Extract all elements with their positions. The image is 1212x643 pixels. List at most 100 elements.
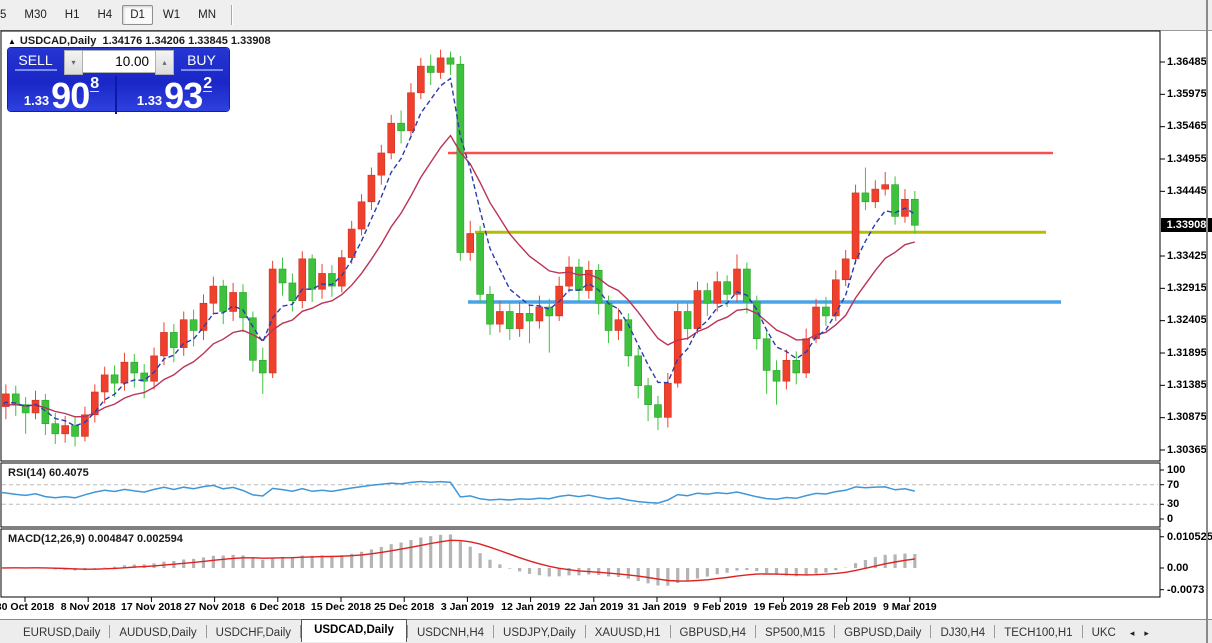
tab-ukc[interactable]: UKC <box>1091 627 1116 639</box>
tab-audusd-daily[interactable]: AUDUSD,Daily <box>119 627 197 639</box>
date-axis-label: 3 Jan 2019 <box>440 601 494 613</box>
sell-price-sup: 8 <box>90 75 100 92</box>
volume-decrease-button[interactable]: ▾ <box>64 50 83 75</box>
timeframe-button-m30[interactable]: M30 <box>24 9 47 21</box>
tab-separator <box>205 625 207 638</box>
tab-sp500-m15[interactable]: SP500,M15 <box>765 627 826 639</box>
price-axis-label: 1.32915 <box>1167 281 1207 294</box>
symbol-tab-bar: EURUSD,Daily AUDUSD,Daily USDCHF,Daily USDC… <box>0 619 1212 643</box>
date-axis-label: 9 Feb 2019 <box>693 601 748 613</box>
tab-usdchf-daily[interactable]: USDCHF,Daily <box>215 627 292 639</box>
one-click-trade-panel: SELL ▾ 10.00 ▴ BUY 1.33 90 8 1.33 93 2 <box>8 48 229 114</box>
tab-separator <box>109 625 111 638</box>
spin-down-icon: ▾ <box>71 58 76 67</box>
tab-separator <box>669 625 671 638</box>
spin-up-icon: ▴ <box>162 58 167 67</box>
price-axis-label: 1.30875 <box>1167 411 1207 424</box>
timeframe-button-mn[interactable]: MN <box>198 9 217 21</box>
price-axis-label: 1.35975 <box>1167 87 1207 100</box>
timeframe-button-h1[interactable]: H1 <box>64 9 80 21</box>
price-axis-label: 1.33425 <box>1167 249 1207 262</box>
tab-separator <box>930 625 932 638</box>
price-axis-label: 1.36485 <box>1167 55 1207 68</box>
volume-increase-button[interactable]: ▴ <box>155 50 174 75</box>
tab-separator <box>834 625 836 638</box>
sell-underline <box>14 69 57 71</box>
collapse-chart-icon[interactable]: ▲ <box>8 37 16 46</box>
tab-separator <box>493 625 495 638</box>
rsi-label-row: RSI(14) 60.4075 <box>8 467 89 479</box>
current-price-tag: 1.33908 <box>1161 218 1212 233</box>
date-axis-label: 28 Feb 2019 <box>816 601 877 613</box>
sell-price-big: 90 <box>51 75 90 116</box>
rsi-indicator-label: RSI(14) <box>8 467 46 479</box>
date-axis-label: 25 Dec 2018 <box>374 601 435 613</box>
price-axis-label: 1.34445 <box>1167 184 1207 197</box>
tab-xauusd-h1[interactable]: XAUUSD,H1 <box>594 627 661 639</box>
sell-button[interactable]: SELL <box>8 48 63 75</box>
date-axis-label: 31 Jan 2019 <box>627 601 687 613</box>
price-axis-label: 1.32405 <box>1167 314 1207 327</box>
date-axis-label: 19 Feb 2019 <box>753 601 814 613</box>
indicator-axis-label: 100 <box>1167 464 1186 476</box>
tab-eurusd-daily[interactable]: EURUSD,Daily <box>23 627 101 639</box>
tab-dj30-h4[interactable]: DJ30,H4 <box>940 627 986 639</box>
buy-price-sup: 2 <box>203 75 213 92</box>
price-axis-label: 1.30365 <box>1167 443 1207 456</box>
buy-underline <box>180 69 223 71</box>
toolbar-separator <box>231 5 234 25</box>
rsi-value: 60.4075 <box>48 467 89 479</box>
timeframe-button-5[interactable]: 5 <box>0 9 7 21</box>
price-axis-label: 1.31385 <box>1167 378 1207 391</box>
buy-button[interactable]: BUY <box>174 48 229 75</box>
tab-gbpusd-h4[interactable]: GBPUSD,H4 <box>679 627 746 639</box>
volume-spinner: ▾ 10.00 ▴ <box>64 50 174 75</box>
indicator-axis-label: 0.010525 <box>1167 530 1212 543</box>
macd-indicator-label: MACD(12,26,9) <box>8 533 86 545</box>
date-axis-label: 22 Jan 2019 <box>564 601 624 613</box>
tab-usdcnh-h4[interactable]: USDCNH,H4 <box>416 627 485 639</box>
buy-price-big: 93 <box>164 75 203 116</box>
macd-values: 0.004847 0.002594 <box>88 533 183 545</box>
price-axis-label: 1.31895 <box>1167 346 1207 359</box>
indicator-axis-label: 0 <box>1167 513 1174 525</box>
date-axis-label: 17 Nov 2018 <box>121 601 182 613</box>
timeframe-button-d1[interactable]: D1 <box>122 5 153 25</box>
date-axis-label: 9 Mar 2019 <box>882 601 937 613</box>
tab-scroll-right-icon[interactable]: ▸ <box>1144 628 1149 638</box>
date-axis-label: 27 Nov 2018 <box>184 601 245 613</box>
indicator-axis-label: 70 <box>1167 478 1180 491</box>
tab-separator <box>300 625 302 638</box>
sell-price-small: 1.33 <box>23 93 50 108</box>
date-axis-label: 15 Dec 2018 <box>310 601 372 613</box>
tab-separator <box>994 625 996 638</box>
date-axis-label: 12 Jan 2019 <box>501 601 561 613</box>
indicator-axis-label: -0.0073 <box>1167 583 1205 596</box>
volume-input[interactable]: 10.00 <box>83 50 155 73</box>
price-axis-label: 1.34955 <box>1167 152 1207 165</box>
window-right-edge <box>1206 0 1208 643</box>
tab-usdcad-daily[interactable]: USDCAD,Daily <box>301 619 407 642</box>
price-axis-label: 1.35465 <box>1167 120 1207 133</box>
indicator-axis-label: 0.00 <box>1167 562 1189 574</box>
buy-price-small: 1.33 <box>136 93 163 108</box>
date-axis-label: 8 Nov 2018 <box>60 601 116 613</box>
timeframe-button-h4[interactable]: H4 <box>97 9 113 21</box>
chart-title-row: ▲ USDCAD,Daily 1.34176 1.34206 1.33845 1.… <box>8 35 271 47</box>
tab-usdjpy-daily[interactable]: USDJPY,Daily <box>503 627 576 639</box>
tab-separator <box>584 625 586 638</box>
date-axis-label: 30 Oct 2018 <box>0 601 55 613</box>
timeframe-button-w1[interactable]: W1 <box>162 9 181 21</box>
sell-price-display[interactable]: 1.33 90 8 <box>8 76 117 114</box>
indicator-axis-label: 30 <box>1167 498 1180 511</box>
tab-separator <box>755 625 756 638</box>
tab-tech100-h1[interactable]: TECH100,H1 <box>1004 627 1073 639</box>
tab-scroll-left-icon[interactable]: ◂ <box>1129 628 1135 638</box>
tab-separator <box>406 625 408 638</box>
tab-gbpusd-daily[interactable]: GBPUSD,Daily <box>844 627 922 639</box>
macd-label-row: MACD(12,26,9) 0.004847 0.002594 <box>8 533 183 545</box>
buy-price-display[interactable]: 1.33 93 2 <box>120 76 229 114</box>
chart-ohlc-values: 1.34176 1.34206 1.33845 1.33908 <box>102 35 271 47</box>
timeframe-toolbar: 5 M30 H1 H4 D1 W1 MN <box>0 0 1212 31</box>
